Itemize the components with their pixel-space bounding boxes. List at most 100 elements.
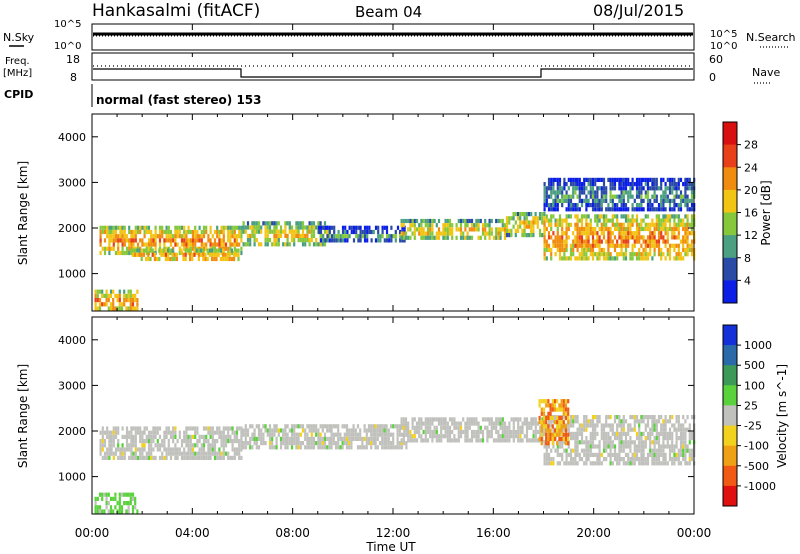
x-tick-label: 08:00 (275, 526, 310, 540)
power-cell (370, 229, 373, 235)
power-cell (134, 238, 137, 243)
power-cell (554, 252, 557, 257)
velocity-cell (112, 439, 115, 444)
velocity-cell (642, 419, 645, 424)
velocity-cell (540, 411, 543, 416)
velocity-cell (299, 445, 302, 450)
velocity-colorbar-segment (723, 425, 737, 447)
velocity-cell (545, 461, 548, 466)
velocity-cell (545, 403, 548, 408)
power-cell (284, 229, 287, 234)
velocity-cell (141, 434, 144, 439)
power-cell (134, 225, 137, 230)
velocity-cell (671, 431, 674, 436)
velocity-cell (299, 441, 302, 446)
power-cell (543, 216, 546, 221)
velocity-cell (679, 431, 683, 436)
power-cell (605, 226, 608, 232)
power-cell (677, 182, 680, 187)
velocity-cell (167, 430, 170, 435)
power-cell (435, 231, 438, 236)
power-cell (490, 227, 493, 232)
velocity-cell (569, 452, 573, 457)
velocity-cell (556, 424, 559, 429)
power-cell (176, 242, 179, 247)
cpid-value: normal (fast stereo) 153 (96, 93, 262, 107)
velocity-cell (446, 429, 449, 435)
power-cell (264, 233, 267, 238)
power-cell (589, 177, 592, 182)
power-cell (679, 218, 683, 223)
velocity-cell (657, 419, 661, 424)
power-cell (222, 256, 225, 262)
power-cell (607, 231, 610, 236)
power-cell (208, 248, 211, 253)
velocity-cell (222, 430, 225, 435)
velocity-cell (293, 432, 296, 437)
velocity-cell (688, 423, 691, 428)
velocity-cell (326, 436, 329, 441)
power-cell (602, 247, 606, 253)
power-cell (277, 221, 280, 226)
velocity-cell (598, 444, 601, 449)
velocity-cell (198, 439, 201, 444)
velocity-cell (323, 432, 327, 437)
power-cell (101, 302, 104, 307)
power-cell (580, 243, 584, 248)
power-cell (572, 190, 575, 195)
power-cell (583, 256, 586, 261)
velocity-cell (220, 434, 223, 439)
power-cell (627, 177, 630, 182)
velocity-cell (585, 436, 588, 441)
velocity-cell (655, 423, 658, 428)
power-cell (200, 229, 203, 235)
power-cell (688, 243, 691, 248)
power-cell (662, 239, 665, 244)
power-cell (217, 252, 220, 257)
power-cell (466, 235, 469, 240)
velocity-cell (152, 447, 155, 452)
velocity-colorbar-tick-label: 100 (744, 379, 765, 392)
power-cell (297, 229, 300, 234)
velocity-cell (556, 461, 559, 466)
velocity-cell (141, 451, 144, 456)
power-cell (209, 229, 212, 235)
power-cell (237, 252, 240, 257)
velocity-cell (545, 448, 548, 453)
power-cell (594, 252, 597, 257)
power-cell (640, 177, 643, 182)
power-cell (315, 238, 318, 243)
power-cell (266, 242, 269, 247)
power-cell (534, 216, 537, 221)
velocity-cell (673, 427, 676, 432)
power-cell (563, 218, 566, 223)
power-cell (578, 177, 581, 182)
velocity-cell (578, 423, 581, 428)
velocity-cell (576, 461, 579, 466)
power-cell (574, 226, 577, 232)
power-cell (279, 225, 283, 230)
velocity-cell (664, 427, 667, 432)
power-cell (598, 252, 601, 257)
noise-right-bottom: 10^0 (710, 41, 737, 52)
velocity-cell (105, 501, 108, 506)
velocity-cell (607, 423, 610, 428)
power-cell (631, 235, 634, 240)
velocity-cell (567, 444, 570, 449)
power-cell (638, 247, 641, 253)
velocity-cell (440, 438, 443, 443)
power-cell (594, 194, 597, 199)
velocity-cell (547, 432, 550, 437)
power-cell (189, 229, 192, 235)
velocity-cell (176, 451, 179, 456)
power-cell (605, 239, 608, 244)
velocity-cell (653, 461, 656, 466)
power-cell (682, 218, 685, 223)
velocity-cell (96, 496, 99, 501)
power-cell (609, 243, 612, 248)
power-cell (154, 225, 157, 230)
velocity-cell (403, 428, 406, 433)
velocity-cell (400, 421, 403, 426)
power-cell (646, 177, 650, 182)
velocity-cell (558, 444, 562, 449)
